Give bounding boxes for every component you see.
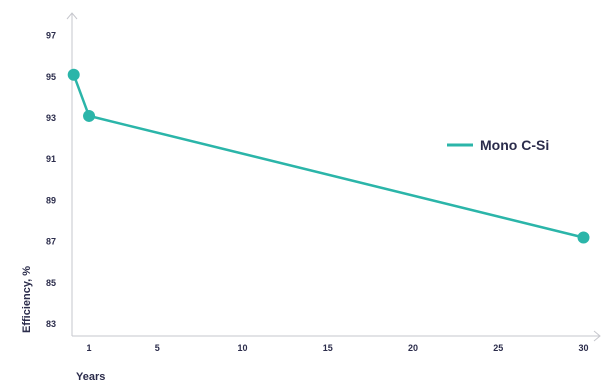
x-axis-arrow-icon — [593, 330, 601, 342]
data-point-0-1 — [83, 109, 96, 122]
x-tick-label-15: 15 — [323, 343, 333, 353]
y-tick-labels: 83 85 87 89 91 93 95 97 — [46, 31, 56, 329]
legend: Mono C-Si — [447, 137, 549, 153]
x-tick-labels: 1 5 10 15 20 25 30 — [87, 343, 589, 353]
series-line-0 — [72, 74, 584, 239]
x-tick-label-1: 1 — [87, 343, 92, 353]
y-axis-arrow-icon — [66, 12, 78, 20]
x-tick-label-10: 10 — [237, 343, 247, 353]
y-tick-label-85: 85 — [46, 278, 56, 288]
y-tick-label-83: 83 — [46, 319, 56, 329]
axes — [66, 12, 601, 342]
y-tick-label-89: 89 — [46, 195, 56, 205]
x-axis-title: Years — [76, 371, 105, 381]
x-tick-label-5: 5 — [155, 343, 160, 353]
x-tick-label-25: 25 — [493, 343, 503, 353]
series-layer — [67, 68, 590, 244]
data-point-0-0 — [67, 68, 80, 81]
y-tick-label-97: 97 — [46, 31, 56, 41]
y-axis-title: Efficiency, % — [21, 266, 33, 333]
legend-label-mono-c-si: Mono C-Si — [480, 137, 549, 153]
data-point-0-2 — [577, 231, 590, 244]
y-tick-label-91: 91 — [46, 154, 56, 164]
y-tick-label-87: 87 — [46, 237, 56, 247]
y-tick-label-95: 95 — [46, 72, 56, 82]
x-tick-label-30: 30 — [578, 343, 588, 353]
y-tick-label-93: 93 — [46, 113, 56, 123]
x-tick-label-20: 20 — [408, 343, 418, 353]
